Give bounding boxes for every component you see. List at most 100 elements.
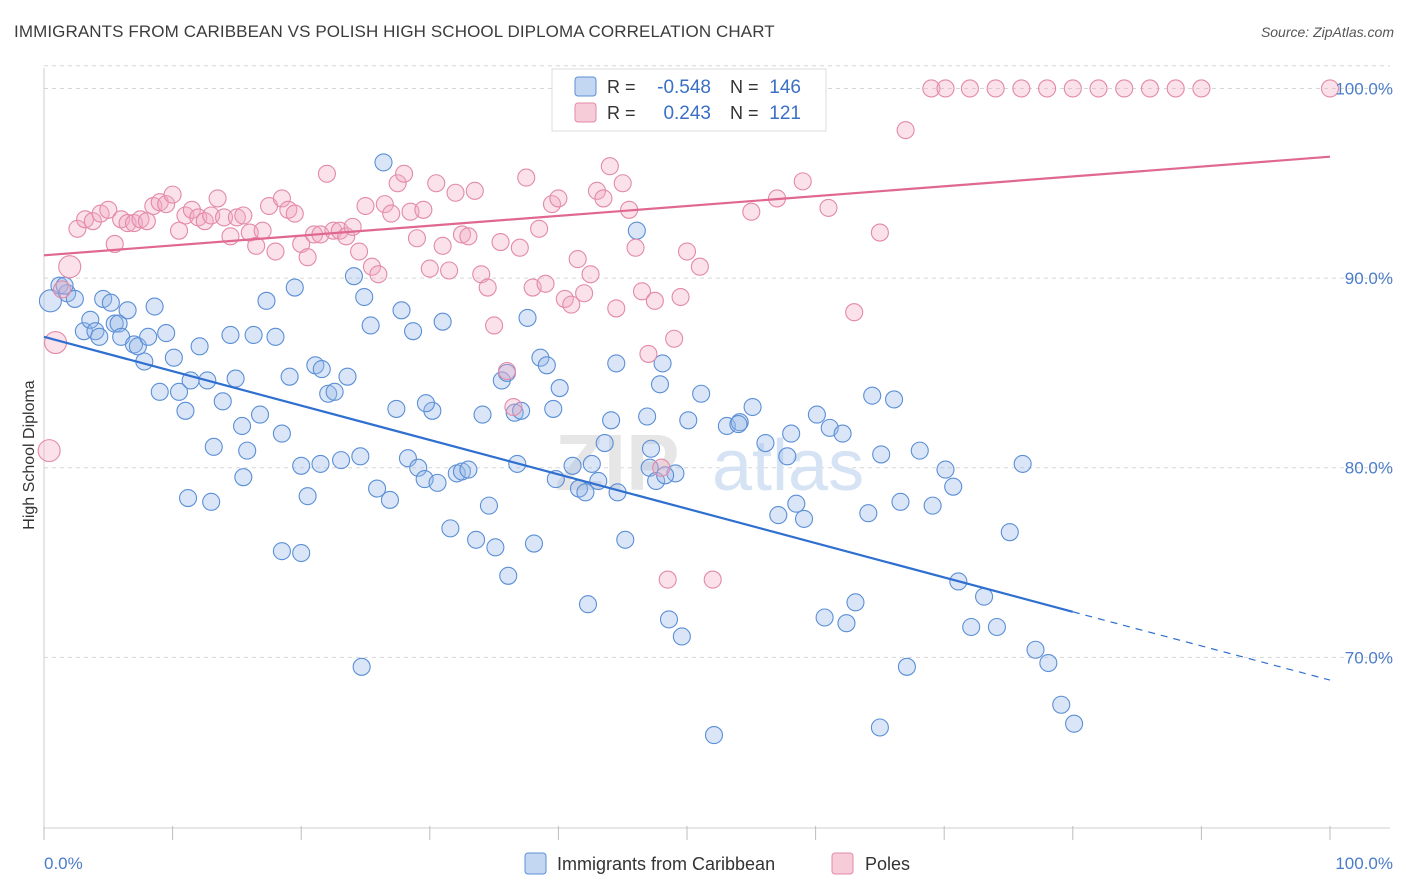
point-immigrants [544, 399, 563, 418]
point-immigrants [576, 483, 595, 502]
point-immigrants [1065, 714, 1084, 733]
point-poles [362, 257, 381, 276]
point-immigrants [368, 479, 387, 498]
point-poles [845, 303, 864, 322]
point-poles [671, 287, 690, 307]
point-immigrants [787, 494, 806, 513]
point-poles [936, 79, 955, 98]
point-poles [459, 227, 478, 246]
point-immigrants [280, 367, 299, 386]
point-immigrants [238, 441, 257, 460]
point-immigrants [863, 386, 882, 405]
point-poles [587, 181, 607, 200]
legend-swatch-poles [831, 852, 854, 875]
point-immigrants [653, 354, 672, 373]
point-immigrants [846, 593, 865, 612]
point-poles [298, 248, 317, 267]
stats-legend: R = -0.548 N = 146 R = 0.243 N = 121 [551, 68, 827, 132]
gridlines [44, 65, 1390, 658]
point-immigrants [352, 657, 371, 676]
point-poles [266, 242, 285, 261]
y-tick-label: 90.0% [1345, 269, 1393, 288]
point-poles [227, 208, 246, 227]
point-immigrants [743, 397, 762, 417]
point-immigrants [226, 369, 245, 388]
point-immigrants [641, 439, 661, 458]
point-immigrants [467, 530, 486, 549]
point-poles [1115, 79, 1134, 98]
series-poles [37, 79, 1340, 589]
point-immigrants [531, 348, 550, 367]
legend-n-blue: 146 [769, 77, 801, 98]
stats-legend-box [551, 68, 827, 132]
point-immigrants [361, 316, 380, 335]
point-poles [819, 198, 838, 217]
point-immigrants [325, 382, 344, 401]
point-immigrants [756, 434, 775, 453]
point-poles [214, 208, 234, 227]
point-poles [632, 282, 652, 301]
legend-r-pink: 0.243 [663, 103, 711, 124]
point-immigrants [870, 718, 889, 737]
point-immigrants [213, 392, 232, 411]
point-immigrants [578, 595, 598, 614]
point-poles [600, 157, 619, 176]
point-immigrants [178, 488, 198, 508]
point-poles [922, 79, 941, 98]
point-poles [793, 172, 812, 191]
point-immigrants [319, 384, 338, 403]
point-immigrants [257, 291, 276, 310]
point-poles [690, 257, 709, 276]
point-immigrants [479, 496, 499, 515]
point-poles [497, 361, 517, 381]
point-immigrants [139, 327, 158, 346]
point-immigrants [250, 405, 270, 424]
point-immigrants [602, 411, 621, 430]
point-poles [960, 79, 979, 98]
point-poles [452, 225, 472, 244]
point-poles [549, 189, 568, 208]
source-credit: Source: ZipAtlas.com [1260, 24, 1394, 40]
point-poles [1063, 79, 1082, 98]
point-immigrants [380, 490, 399, 509]
legend-r-label: R = [607, 103, 636, 123]
point-poles [530, 219, 549, 238]
point-immigrants [936, 460, 955, 479]
point-immigrants [118, 301, 137, 320]
point-immigrants [837, 614, 856, 633]
trend-line-poles [43, 155, 1331, 257]
point-poles [433, 236, 452, 255]
point-immigrants [266, 327, 285, 346]
point-poles [575, 284, 594, 303]
point-immigrants [387, 399, 406, 418]
point-poles [562, 295, 581, 314]
point-immigrants [807, 405, 826, 424]
point-immigrants [292, 543, 311, 563]
point-poles [645, 291, 664, 310]
point-immigrants [672, 627, 691, 646]
trend-lines [43, 155, 1331, 681]
point-immigrants [157, 324, 176, 343]
point-poles [491, 232, 510, 252]
point-poles [1038, 79, 1057, 98]
point-immigrants [607, 354, 626, 373]
point-immigrants [441, 519, 460, 538]
point-immigrants [169, 382, 189, 401]
point-immigrants [872, 445, 891, 464]
legend-n-label: N = [730, 103, 759, 123]
point-poles [517, 168, 536, 187]
point-poles [536, 274, 555, 293]
point-immigrants [537, 356, 556, 375]
point-poles [52, 280, 72, 299]
point-poles [703, 570, 722, 589]
legend-r-label: R = [607, 77, 636, 97]
point-poles [407, 229, 426, 248]
point-poles [986, 79, 1005, 98]
point-immigrants [292, 456, 311, 475]
point-poles [677, 242, 697, 261]
point-poles [742, 202, 761, 221]
point-immigrants [638, 407, 657, 426]
point-immigrants [524, 534, 544, 553]
point-immigrants [647, 471, 666, 491]
point-immigrants [473, 405, 492, 424]
